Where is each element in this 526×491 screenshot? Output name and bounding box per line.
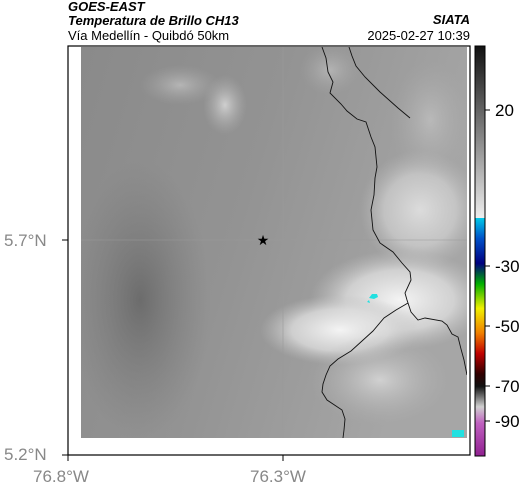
x-tick-label: 76.8°W (33, 467, 89, 486)
colorbar-label: -50 (495, 317, 520, 336)
y-tick-label: 5.7°N (4, 231, 47, 250)
colorbar-label: -70 (495, 377, 520, 396)
colorbar-label: 20 (495, 101, 514, 120)
datetime-label: 2025-02-27 10:39 (367, 28, 470, 43)
product-title: Temperatura de Brillo CH13 (68, 13, 239, 28)
boundary-lines (321, 47, 467, 438)
region-label: Vía Medellín - Quibdó 50km (68, 28, 230, 43)
satellite-image (81, 47, 467, 438)
axis-ticks (62, 239, 284, 461)
satellite-title: GOES-EAST (68, 0, 145, 14)
organization-label: SIATA (432, 12, 470, 27)
cold-cloud-cyan (367, 294, 464, 437)
station-marker-icon: ★ (257, 233, 270, 249)
x-tick-label: 76.3°W (250, 467, 306, 486)
colorbar-label: -90 (495, 412, 520, 431)
colorbar (474, 45, 486, 457)
colorbar-ticks (485, 109, 490, 422)
y-tick-label: 5.2°N (4, 445, 47, 464)
colorbar-label: -30 (495, 257, 520, 276)
